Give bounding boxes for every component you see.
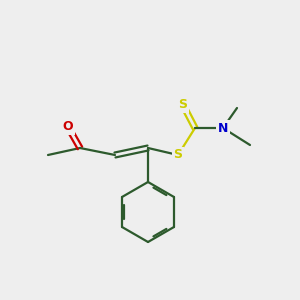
Text: S: S [178, 98, 188, 112]
Text: S: S [173, 148, 182, 161]
Text: O: O [63, 121, 73, 134]
Text: N: N [218, 122, 228, 134]
